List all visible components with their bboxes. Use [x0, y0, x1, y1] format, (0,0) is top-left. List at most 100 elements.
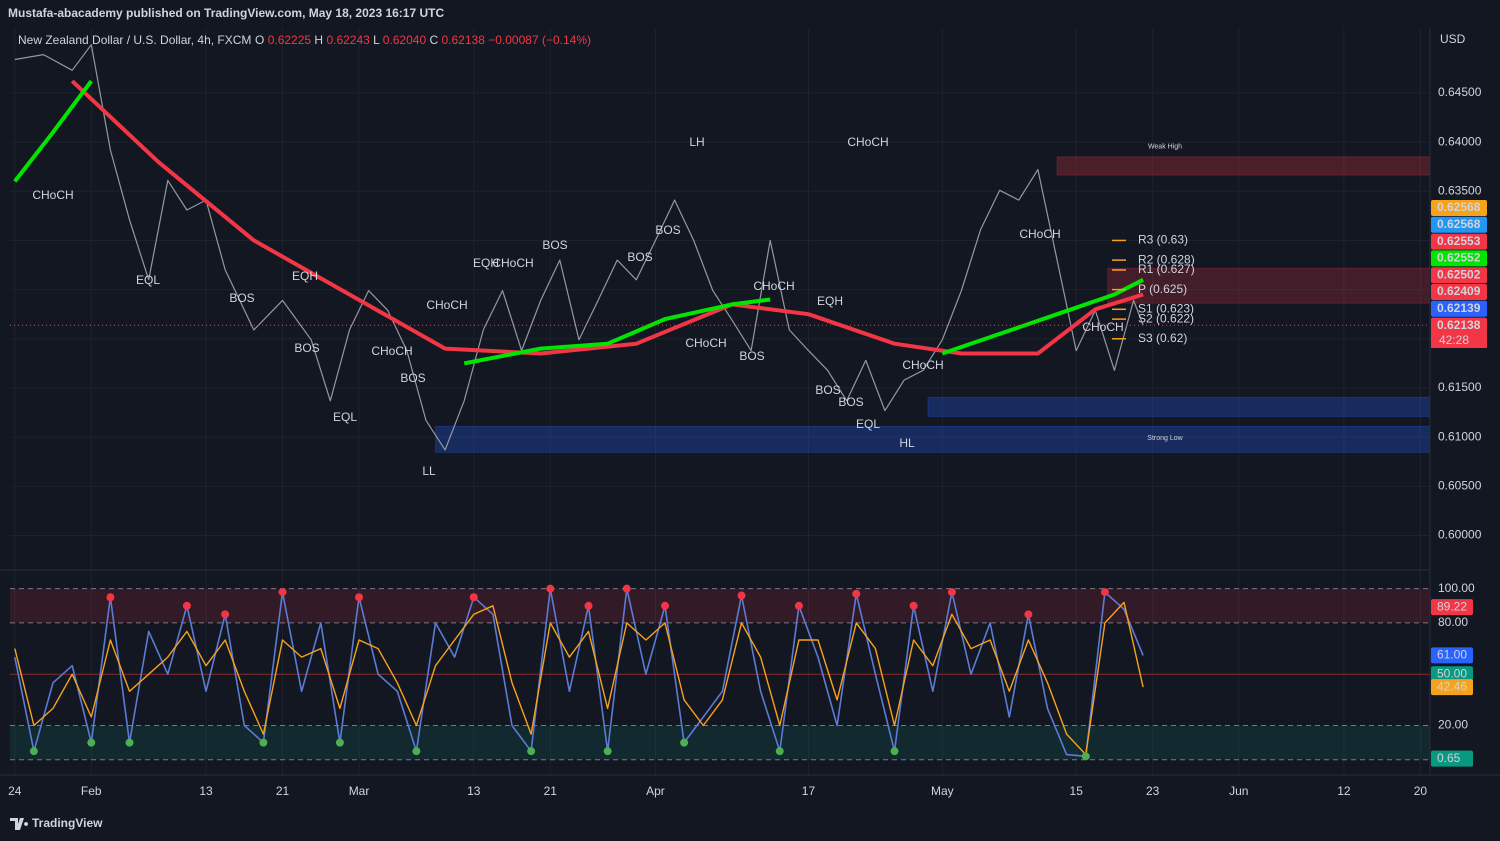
annotation: BOS: [739, 349, 764, 363]
annotation: BOS: [838, 395, 863, 409]
annotation: CHoCH: [492, 256, 533, 270]
trough-dot: [890, 747, 899, 756]
trough-dot: [775, 747, 784, 756]
annotation: BOS: [229, 291, 254, 305]
header: Mustafa-abacademy published on TradingVi…: [8, 6, 444, 20]
annotation: LH: [689, 135, 704, 149]
annotation: CHoCH: [371, 344, 412, 358]
price-badge-label: 0.62552: [1437, 251, 1481, 265]
series-line: [70, 79, 1144, 356]
price-badge-label: 0.62568: [1437, 200, 1481, 214]
value-badge-label: 42.46: [1437, 679, 1467, 693]
value-badge: [1431, 679, 1473, 696]
annotation: CHoCH: [426, 298, 467, 312]
value-badge-label: 0.65: [1437, 751, 1461, 765]
x-tick-label: 21: [276, 784, 290, 798]
band: [10, 725, 1430, 760]
legend-item: H: [314, 33, 323, 47]
trough-dot: [680, 738, 689, 747]
peak-dot: [546, 584, 555, 593]
peak-dot: [852, 589, 861, 598]
trough-dot: [259, 738, 268, 747]
peak-dot: [106, 593, 115, 602]
trough-dot: [87, 738, 96, 747]
peak-dot: [182, 601, 191, 610]
value-badge: [1431, 750, 1473, 767]
pivot-label: R1 (0.627): [1138, 262, 1195, 276]
legend-item: 0.62243: [326, 33, 370, 47]
annotation: BOS: [655, 223, 680, 237]
y-tick-label: 0.64000: [1438, 134, 1482, 148]
peak-dot: [661, 601, 670, 610]
pivot-label: S3 (0.62): [1138, 331, 1187, 345]
zone: [927, 396, 1431, 417]
peak-dot: [737, 591, 746, 600]
x-tick-label: 21: [544, 784, 558, 798]
zone-label: Strong Low: [1147, 435, 1183, 442]
x-tick-label: 24: [8, 784, 22, 798]
zone: [435, 425, 1431, 453]
y-tick-label: 0.60500: [1438, 478, 1482, 492]
trough-dot: [29, 747, 38, 756]
plot: 0.600000.605000.610000.615000.620000.625…: [8, 44, 1487, 798]
trough-dot: [603, 747, 612, 756]
annotation: CHoCH: [902, 358, 943, 372]
price-badge: [1431, 300, 1487, 317]
peak-dot: [794, 601, 803, 610]
trough-dot: [412, 747, 421, 756]
trough-dot: [335, 738, 344, 747]
value-badge-label: 89.22: [1437, 599, 1467, 613]
pivot-label: R3 (0.63): [1138, 233, 1188, 247]
annotation: BOS: [400, 371, 425, 385]
x-tick-label: 17: [802, 784, 816, 798]
peak-dot: [469, 593, 478, 602]
x-tick-label: Apr: [646, 784, 665, 798]
annotation: EQH: [473, 256, 499, 270]
pivot-label: S1 (0.623): [1138, 301, 1194, 315]
y-tick-label: 20.00: [1438, 718, 1468, 732]
annotation: EQL: [333, 410, 357, 424]
price-badge: [1431, 233, 1487, 250]
x-tick-label: 15: [1070, 784, 1084, 798]
legend-item: L: [373, 33, 380, 47]
annotation: BOS: [542, 238, 567, 252]
legend-item: 0.62040: [383, 33, 427, 47]
trough-dot: [1081, 752, 1090, 761]
footer: TradingView: [32, 816, 103, 830]
zone: [1107, 267, 1431, 304]
annotation: BOS: [815, 383, 840, 397]
x-tick-label: 13: [467, 784, 481, 798]
zone-label: Weak High: [1148, 144, 1182, 151]
peak-dot: [909, 601, 918, 610]
annotation: CHoCH: [1019, 227, 1060, 241]
annotation: CHoCH: [847, 135, 888, 149]
symbol: New Zealand Dollar / U.S. Dollar, 4h, FX…: [18, 33, 251, 47]
annotation: CHoCH: [753, 279, 794, 293]
price-badge: [1431, 284, 1487, 300]
price-badge-label: 0.62568: [1437, 217, 1481, 231]
peak-dot: [1100, 588, 1109, 597]
x-tick-label: May: [931, 784, 954, 798]
price-badge: [1431, 250, 1487, 267]
peak-dot: [221, 610, 230, 619]
y-tick-label: 0.64500: [1438, 85, 1482, 99]
peak-dot: [278, 588, 287, 597]
y-tick-label: 0.60000: [1438, 528, 1482, 542]
currency: USD: [1440, 32, 1466, 46]
annotation: BOS: [294, 341, 319, 355]
y-tick-label: 0.61000: [1438, 429, 1482, 443]
x-tick-label: 20: [1414, 784, 1428, 798]
x-tick-label: Jun: [1229, 784, 1248, 798]
annotation: EQH: [292, 269, 318, 283]
x-tick-label: Mar: [349, 784, 370, 798]
grid: [10, 28, 1430, 775]
value-badge: [1431, 666, 1473, 683]
y-tick-label: 0.63500: [1438, 183, 1482, 197]
legend-item: C: [429, 33, 438, 47]
peak-dot: [1024, 610, 1033, 619]
y-tick-label: 100.00: [1438, 581, 1475, 595]
x-tick-label: 23: [1146, 784, 1160, 798]
